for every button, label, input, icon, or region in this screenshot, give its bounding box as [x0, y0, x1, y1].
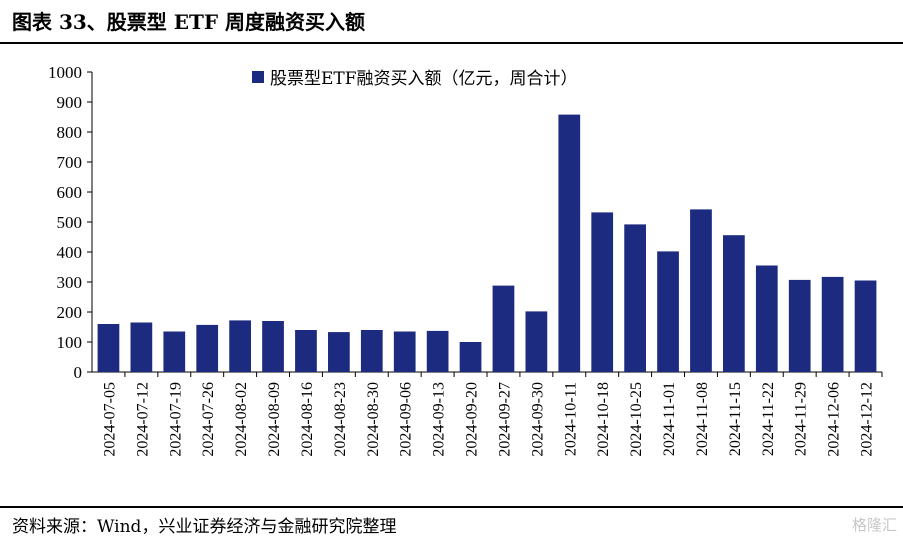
bar-2024-11-22: [755, 265, 778, 372]
x-tick-label: 2024-07-12: [134, 382, 151, 457]
x-tick-label: 2024-11-22: [760, 382, 777, 456]
x-tick-label: 2024-09-20: [464, 382, 481, 457]
y-tick-label: 400: [57, 243, 83, 262]
bar-2024-09-06: [393, 331, 416, 372]
x-tick-label: 2024-12-12: [859, 382, 876, 457]
bar-2024-10-11: [558, 114, 581, 372]
y-tick-label: 800: [57, 123, 83, 142]
y-tick-label: 300: [57, 273, 83, 292]
x-tick-label: 2024-11-01: [661, 382, 678, 456]
bar-2024-07-26: [196, 324, 219, 372]
x-axis: 2024-07-05 2024-07-12 2024-07-19 2024-07-26…: [92, 371, 883, 457]
y-tick-label: 200: [57, 303, 83, 322]
bar-2024-08-09: [262, 321, 284, 372]
x-tick-label: 2024-07-05: [101, 382, 118, 457]
x-tick-label: 2024-10-18: [595, 382, 612, 457]
x-tick-label: 2024-10-25: [628, 382, 645, 457]
x-tick-label: 2024-11-08: [694, 382, 711, 456]
bar-2024-07-19: [163, 331, 186, 372]
x-tick-label: 2024-11-29: [793, 382, 810, 456]
x-tick-label: 2024-10-11: [562, 382, 579, 456]
y-tick-label: 100: [57, 333, 83, 352]
x-tick-label: 2024-07-26: [200, 382, 217, 457]
x-tick-label: 2024-08-30: [365, 382, 382, 457]
x-tick-label: 2024-08-02: [233, 382, 250, 457]
bar-2024-09-13: [426, 330, 449, 372]
bar-2024-11-29: [788, 279, 811, 372]
source-divider: [0, 506, 903, 508]
bar-2024-07-12: [130, 322, 153, 372]
chart-title: 图表 33、股票型 ETF 周度融资买入额: [12, 10, 366, 34]
y-tick-label: 500: [57, 213, 83, 232]
bar-2024-09-30: [525, 311, 548, 372]
legend-label: 股票型ETF融资买入额（亿元，周合计）: [270, 69, 578, 89]
bar-2024-10-25: [624, 224, 646, 372]
source-note: 资料来源：Wind，兴业证券经济与金融研究院整理: [12, 517, 397, 537]
bar-2024-08-23: [328, 332, 350, 372]
legend-swatch: [252, 71, 264, 83]
x-tick-label: 2024-07-19: [167, 382, 184, 457]
bar-2024-07-05: [97, 324, 120, 372]
x-tick-label: 2024-08-09: [266, 382, 283, 457]
bar-2024-11-08: [690, 209, 712, 372]
bar-2024-08-02: [229, 320, 251, 372]
bar-2024-12-12: [854, 280, 877, 372]
x-tick-label: 2024-11-15: [727, 382, 744, 456]
legend: 股票型ETF融资买入额（亿元，周合计）: [252, 69, 578, 89]
x-tick-label: 2024-09-06: [398, 382, 415, 457]
y-tick-label: 700: [57, 153, 83, 172]
title-divider: [0, 42, 903, 44]
bar-chart: 0 100 200 300 400 500 600 700 800 900 1000 2024-07…: [48, 63, 883, 457]
bar-2024-09-27: [492, 285, 515, 372]
x-tick-label: 2024-09-13: [431, 382, 448, 457]
y-axis: 0 100 200 300 400 500 600 700 800 900 1000: [48, 63, 93, 382]
bar-2024-09-20: [459, 342, 482, 372]
bar-2024-11-01: [657, 251, 679, 372]
y-tick-label: 900: [57, 93, 83, 112]
bar-2024-12-06: [821, 276, 844, 372]
y-tick-label: 600: [57, 183, 83, 202]
watermark: 格隆汇: [851, 516, 897, 534]
x-tick-label: 2024-12-06: [826, 382, 843, 457]
bar-2024-10-18: [591, 212, 614, 372]
bar-2024-08-30: [360, 330, 383, 372]
x-tick-label: 2024-09-27: [496, 382, 513, 457]
x-tick-label: 2024-08-23: [332, 382, 349, 457]
bars: [97, 114, 877, 372]
y-tick-label: 0: [74, 363, 83, 382]
y-tick-label: 1000: [48, 63, 82, 82]
bar-2024-11-15: [723, 235, 745, 372]
x-tick-label: 2024-09-30: [529, 382, 546, 457]
x-tick-label: 2024-08-16: [299, 382, 316, 457]
bar-2024-08-16: [295, 330, 317, 372]
